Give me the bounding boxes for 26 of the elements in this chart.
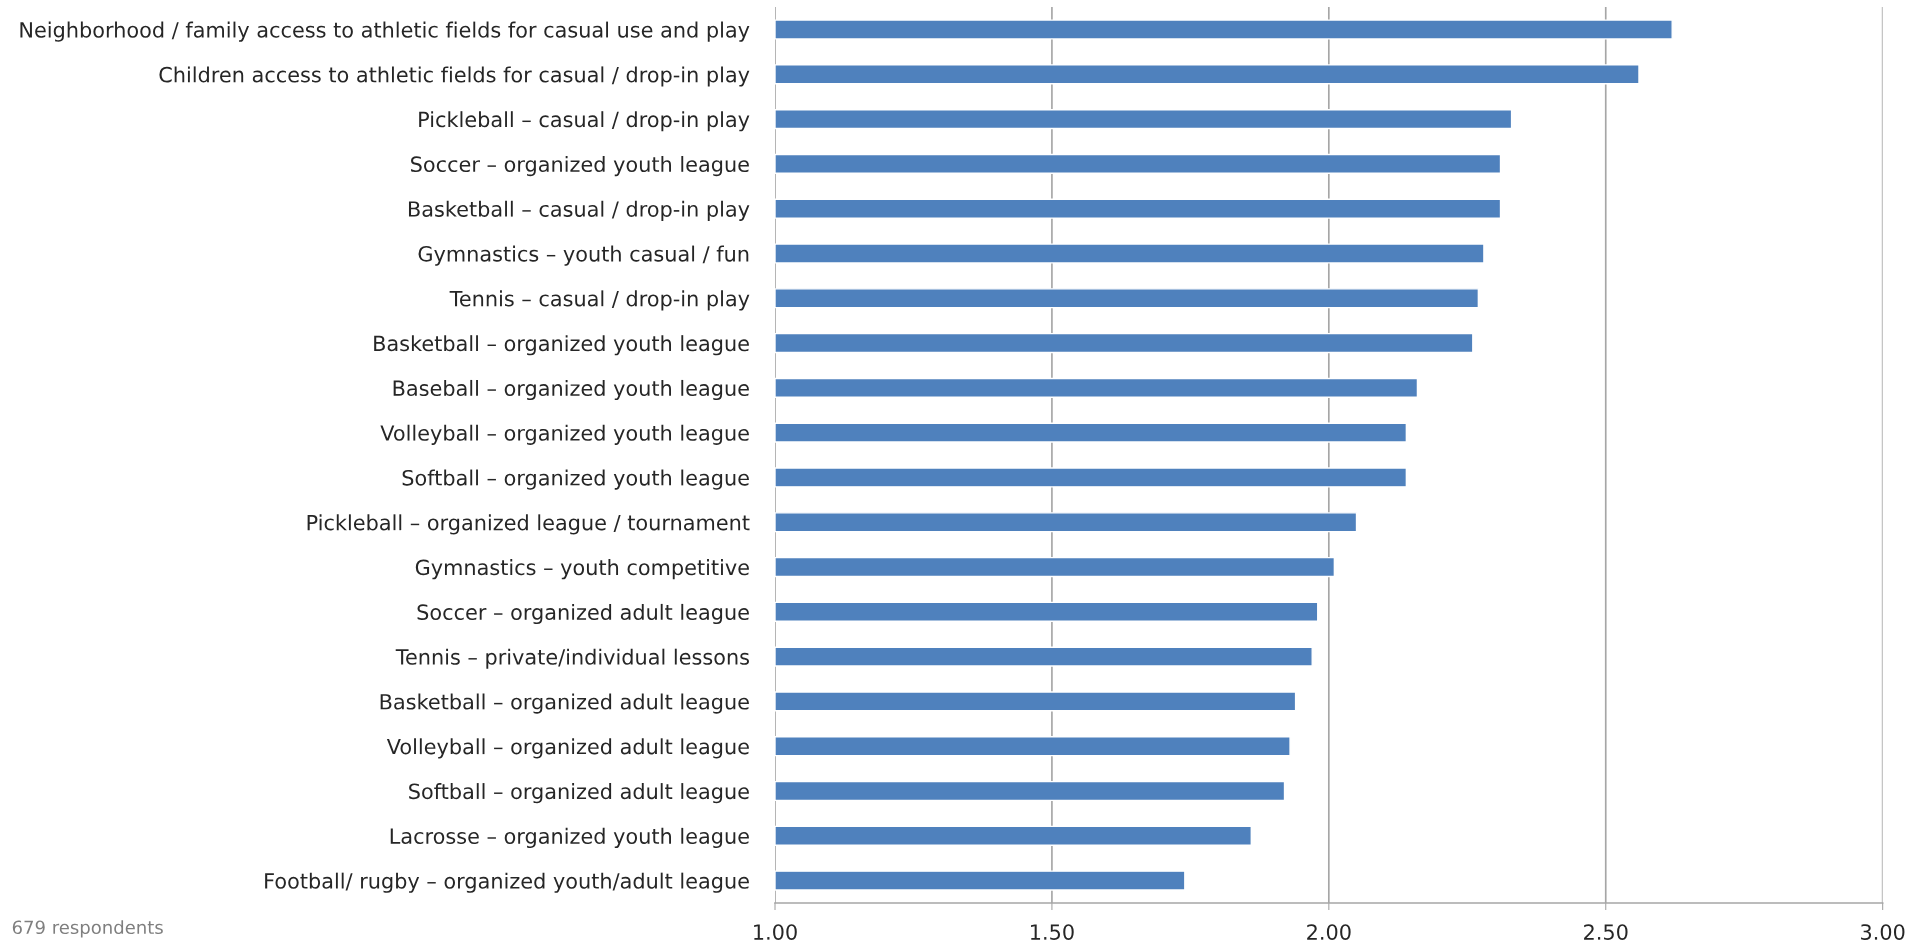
- y-tick-label: Volleyball – organized adult league: [386, 738, 749, 759]
- y-tick-label: Football/ rugby – organized youth/adult league: [265, 872, 749, 893]
- y-tick-label: Soccer – organized adult league: [417, 603, 749, 625]
- y-tick-label: Lacrosse – organized youth league: [390, 827, 749, 849]
- y-tick-label: Neighborhood / family access to athletic fields for casual use and play: [20, 21, 750, 42]
- x-tick-label: 2.00: [1307, 924, 1351, 940]
- y-tick-label: Pickleball – casual / drop-in play: [419, 111, 750, 132]
- x-tick-label: 3.00: [1861, 924, 1905, 940]
- y-tick-label: Gymnastics – youth casual / fun: [418, 245, 749, 266]
- x-tick-label: 2.50: [1584, 924, 1628, 940]
- y-tick-label: Tennis – private/individual lessons: [395, 648, 749, 669]
- y-tick-label: Gymnastics – youth competitive: [415, 559, 749, 580]
- x-tick-label: 1.50: [1031, 924, 1074, 940]
- text: 679 respondents: [12, 920, 163, 938]
- y-tick-label: Baseball – organized youth league: [393, 379, 749, 401]
- y-tick-label: Tennis – casual / drop-in play: [449, 290, 750, 311]
- y-tick-label: Soccer – organized youth league: [411, 155, 749, 177]
- y-tick-label: Softball – organized youth league: [402, 469, 749, 490]
- y-tick-label: Children access to athletic fields for casual / drop-in play: [159, 66, 750, 87]
- y-tick-label: Volleyball – organized youth league: [380, 424, 749, 445]
- y-tick-label: Basketball – casual / drop-in play: [408, 200, 750, 221]
- x-tick-label: 1.00: [754, 924, 797, 940]
- y-tick-label: Pickleball – organized league / tournament: [307, 514, 750, 535]
- y-tick-label: Softball – organized adult league: [409, 783, 749, 804]
- y-tick-label: Basketball – organized adult league: [380, 693, 749, 714]
- y-tick-label: Basketball – organized youth league: [374, 335, 749, 356]
